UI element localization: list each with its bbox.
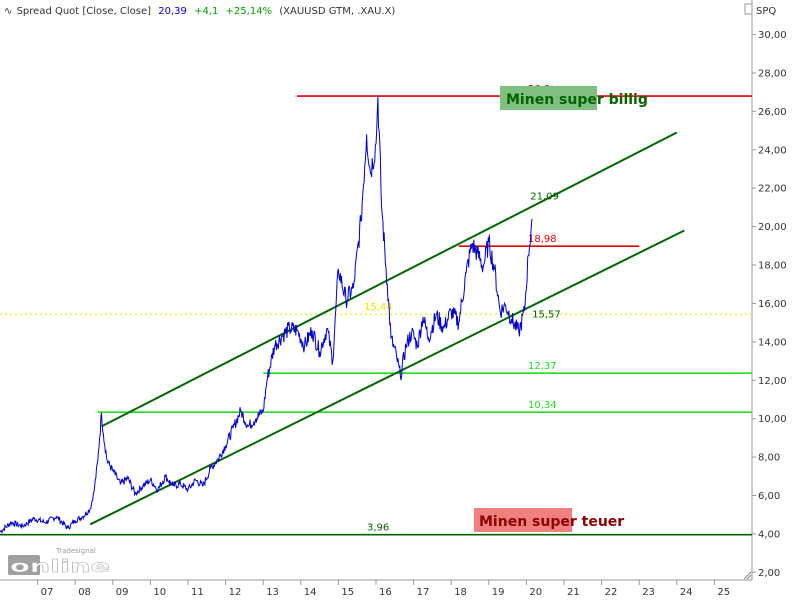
callout-top-text: Minen super billig [506,92,648,108]
x-tick-label: 15 [341,587,354,598]
x-tick-label: 18 [454,587,467,598]
y-tick-label: 22,00 [758,184,787,195]
x-tick-label: 22 [605,587,618,598]
callout-top-bg [500,86,597,110]
x-tick-label: 11 [191,587,204,598]
y-tick-label: 10,00 [758,414,787,425]
x-tick-label: 14 [304,587,317,598]
price-series-line [0,95,533,535]
x-tick-label: 12 [229,587,242,598]
y-tick-label: 8,00 [758,453,780,464]
y-tick-label: 2,00 [758,568,780,579]
level-label: 3,96 [367,523,389,534]
x-tick-label: 09 [116,587,129,598]
level-label: 10,34 [528,400,557,411]
y-tick-label: 12,00 [758,376,787,387]
y-tick-label: 24,00 [758,145,787,156]
channel-line [101,131,678,428]
y-tick-label: 26,00 [758,107,787,118]
level-label: 12,37 [528,361,557,372]
value-annotation: 21,09 [530,192,559,203]
y-tick-label: 20,00 [758,222,787,233]
resize-grip-icon[interactable] [743,571,752,580]
callout-bottom: Minen super teuer [474,508,624,532]
x-tick-label: 25 [717,587,730,598]
x-tick-label: 10 [153,587,166,598]
watermark-big: online [10,557,110,577]
y-tick-label: 4,00 [758,529,780,540]
header-change: +4,1 [194,6,218,17]
watermark-logo: Tradesignal online [8,547,110,577]
x-tick-label: 23 [642,587,655,598]
watermark-small: Tradesignal [55,547,96,555]
x-tick-label: 17 [417,587,430,598]
svg-text:∿ Spread Quot [Close,: ∿ Spread Quot [Close, Close] 20,39 +4,1 … [4,6,395,17]
x-tick-label: 19 [492,587,505,598]
channel-line [89,229,685,526]
y-tick-label: 18,00 [758,261,787,272]
x-tick-label: 08 [78,587,91,598]
value-annotation: 15,57 [532,310,561,321]
callout-bottom-bg [474,508,572,532]
x-tick-label: 21 [567,587,580,598]
x-tick-label: 16 [379,587,392,598]
corner-marker-top[interactable] [744,3,753,15]
series-glyph: ∿ [4,6,12,17]
header-last: 20,39 [158,6,187,17]
header-symbols: (XAUUSD GTM, .XAU.X) [279,6,395,17]
y-tick-label: 14,00 [758,337,787,348]
y-tick-label: 16,00 [758,299,787,310]
x-tick-label: 13 [266,587,279,598]
header-prefix: Spread Quot [Close, Close] [17,6,152,17]
chart-header: ∿ Spread Quot [Close, Close] 20,39 +4,1 … [4,6,395,17]
callout-top: Minen super billig [500,86,648,110]
x-tick-label: 07 [41,587,54,598]
level-label: 15,44 [364,302,393,313]
y-tick-label: 6,00 [758,491,780,502]
x-tick-label: 20 [529,587,542,598]
axis-label: SPQ [756,6,776,17]
header-change-pct: +25,14% [226,6,273,17]
level-label: 18,98 [528,234,557,245]
y-tick-label: 30,00 [758,30,787,41]
callout-bottom-text: Minen super teuer [479,514,624,530]
y-tick-label: 28,00 [758,68,787,79]
x-tick-label: 24 [680,587,693,598]
